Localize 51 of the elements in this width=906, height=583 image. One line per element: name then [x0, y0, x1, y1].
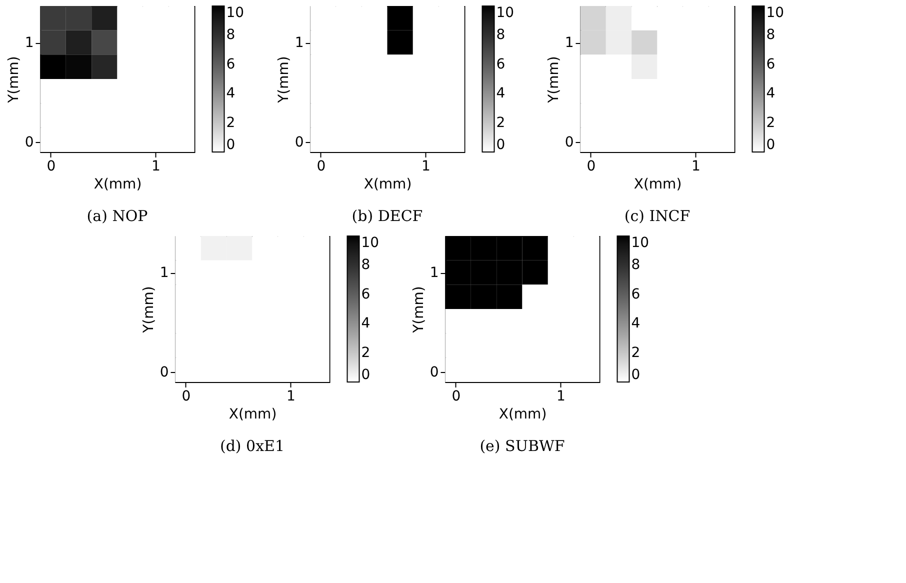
- color-bar-label: 0: [226, 137, 236, 153]
- color-bar-label: 10: [766, 5, 784, 21]
- x-tick-label: 0: [452, 388, 461, 404]
- color-bar-label: 2: [631, 344, 640, 361]
- color-bar-label: 8: [631, 257, 640, 274]
- text: (c) INCF: [624, 207, 690, 225]
- color-bar-label: 0: [496, 137, 506, 153]
- color-bar-label: 2: [496, 114, 506, 131]
- color-bar-label: 10: [496, 5, 514, 21]
- color-bar-label: 10: [361, 235, 380, 251]
- x-tick-label: 0: [182, 388, 191, 404]
- color-bar-label: 4: [226, 86, 236, 102]
- color-bar-label: 10: [226, 5, 244, 21]
- x-axis-title: X(mm): [94, 176, 142, 192]
- y-axis-title: Y(mm): [410, 286, 427, 334]
- x-tick-label: 0: [46, 158, 56, 174]
- x-tick-label: 0: [316, 158, 326, 174]
- color-bar-label: 2: [361, 344, 370, 361]
- y-axis-title: Y(mm): [6, 56, 22, 104]
- color-bar-label: 6: [226, 56, 236, 72]
- color-bar-label: 8: [766, 27, 776, 44]
- x-axis-title: X(mm): [228, 406, 277, 422]
- color-bar-label: 6: [496, 56, 506, 72]
- x-tick-label: 0: [586, 158, 596, 174]
- color-bar-label: 0: [631, 367, 640, 383]
- y-axis-title: Y(mm): [140, 286, 157, 334]
- x-axis-title: X(mm): [634, 176, 682, 192]
- color-bar-label: 4: [766, 86, 776, 102]
- y-axis-title: Y(mm): [546, 56, 562, 104]
- color-bar-label: 4: [496, 86, 506, 102]
- y-axis-title: Y(mm): [276, 56, 292, 104]
- color-bar-label: 4: [361, 316, 370, 332]
- x-axis-title: X(mm): [498, 406, 547, 422]
- text: (b) DECF: [352, 207, 423, 225]
- color-bar-label: 8: [226, 27, 236, 44]
- color-bar-label: 2: [766, 114, 776, 131]
- color-bar-label: 0: [766, 137, 776, 153]
- color-bar-label: 6: [361, 286, 370, 302]
- color-bar-label: 0: [361, 367, 370, 383]
- x-tick-label: 1: [692, 158, 700, 174]
- text: (a) NOP: [86, 207, 148, 225]
- color-bar-label: 4: [631, 316, 640, 332]
- color-bar-label: 6: [631, 286, 640, 302]
- color-bar-label: 2: [226, 114, 236, 131]
- text: (e) SUBWF: [480, 437, 565, 455]
- x-axis-title: X(mm): [364, 176, 412, 192]
- color-bar-label: 10: [631, 235, 650, 251]
- text: (d) 0xE1: [220, 437, 285, 455]
- color-bar-label: 8: [496, 27, 506, 44]
- color-bar-label: 8: [361, 257, 370, 274]
- color-bar-label: 6: [766, 56, 776, 72]
